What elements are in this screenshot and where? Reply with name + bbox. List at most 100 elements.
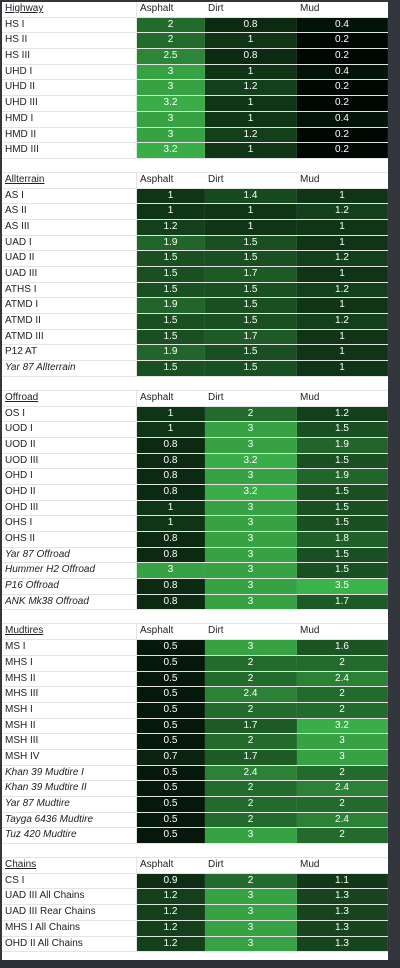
- asphalt-value-cell[interactable]: 1: [137, 204, 205, 219]
- tire-name-cell[interactable]: MHS II: [2, 671, 137, 687]
- tire-name-cell[interactable]: OHD II: [2, 484, 137, 500]
- tire-name-cell[interactable]: ATMD II: [2, 314, 137, 329]
- mud-value-cell[interactable]: 1.2: [297, 282, 388, 298]
- mud-value-cell[interactable]: 1.6: [297, 640, 388, 655]
- tire-name-cell[interactable]: AS III: [2, 219, 137, 235]
- dirt-value-cell[interactable]: 1.7: [205, 749, 297, 765]
- mud-value-cell[interactable]: 3: [297, 749, 388, 765]
- asphalt-value-cell[interactable]: 3: [137, 127, 205, 143]
- mud-value-cell[interactable]: 1.2: [297, 314, 388, 329]
- dirt-value-cell[interactable]: 2: [205, 702, 297, 718]
- mud-value-cell[interactable]: 3: [297, 734, 388, 749]
- mud-value-cell[interactable]: 2: [297, 702, 388, 718]
- tire-name-cell[interactable]: ATHS I: [2, 282, 137, 298]
- tire-name-cell[interactable]: AS II: [2, 204, 137, 219]
- tire-name-cell[interactable]: HS II: [2, 33, 137, 49]
- asphalt-value-cell[interactable]: 1.9: [137, 235, 205, 251]
- tire-name-cell[interactable]: HS I: [2, 17, 137, 33]
- section-title[interactable]: Highway: [2, 2, 137, 17]
- tire-name-cell[interactable]: OS I: [2, 406, 137, 422]
- column-header-mud[interactable]: Mud: [297, 858, 388, 873]
- mud-value-cell[interactable]: 2: [297, 687, 388, 702]
- mud-value-cell[interactable]: 0.2: [297, 96, 388, 111]
- tire-name-cell[interactable]: UAD III: [2, 267, 137, 282]
- column-header-asphalt[interactable]: Asphalt: [137, 858, 205, 873]
- asphalt-value-cell[interactable]: 0.5: [137, 671, 205, 687]
- tire-name-cell[interactable]: UHD III: [2, 96, 137, 111]
- column-header-dirt[interactable]: Dirt: [205, 624, 297, 640]
- mud-value-cell[interactable]: 1.9: [297, 469, 388, 484]
- asphalt-value-cell[interactable]: 0.8: [137, 579, 205, 594]
- tire-name-cell[interactable]: MSH I: [2, 702, 137, 718]
- mud-value-cell[interactable]: 0.4: [297, 111, 388, 127]
- asphalt-value-cell[interactable]: 0.7: [137, 749, 205, 765]
- mud-value-cell[interactable]: 0.2: [297, 49, 388, 64]
- asphalt-value-cell[interactable]: 0.5: [137, 687, 205, 702]
- dirt-value-cell[interactable]: 1.7: [205, 329, 297, 345]
- tire-name-cell[interactable]: ATMD III: [2, 329, 137, 345]
- tire-name-cell[interactable]: MSH IV: [2, 749, 137, 765]
- mud-value-cell[interactable]: 0.4: [297, 17, 388, 33]
- dirt-value-cell[interactable]: 3: [205, 920, 297, 936]
- column-header-asphalt[interactable]: Asphalt: [137, 624, 205, 640]
- dirt-value-cell[interactable]: 3: [205, 563, 297, 579]
- section-title[interactable]: Chains: [2, 858, 137, 873]
- dirt-value-cell[interactable]: 3.2: [205, 484, 297, 500]
- column-header-dirt[interactable]: Dirt: [205, 390, 297, 406]
- asphalt-value-cell[interactable]: 0.5: [137, 781, 205, 796]
- dirt-value-cell[interactable]: 3: [205, 905, 297, 920]
- mud-value-cell[interactable]: 1.7: [297, 594, 388, 610]
- section-title[interactable]: Mudtires: [2, 624, 137, 640]
- asphalt-value-cell[interactable]: 1.5: [137, 314, 205, 329]
- mud-value-cell[interactable]: 2.4: [297, 671, 388, 687]
- asphalt-value-cell[interactable]: 1.5: [137, 361, 205, 376]
- tire-name-cell[interactable]: UOD I: [2, 422, 137, 437]
- asphalt-value-cell[interactable]: 1.2: [137, 920, 205, 936]
- asphalt-value-cell[interactable]: 1: [137, 406, 205, 422]
- mud-value-cell[interactable]: 1: [297, 329, 388, 345]
- asphalt-value-cell[interactable]: 0.8: [137, 484, 205, 500]
- asphalt-value-cell[interactable]: 3: [137, 563, 205, 579]
- tire-name-cell[interactable]: CS I: [2, 873, 137, 889]
- dirt-value-cell[interactable]: 3: [205, 437, 297, 453]
- mud-value-cell[interactable]: 2: [297, 797, 388, 812]
- tire-name-cell[interactable]: MSH III: [2, 734, 137, 749]
- tire-name-cell[interactable]: Yar 87 Allterrain: [2, 361, 137, 376]
- section-title[interactable]: Offroad: [2, 390, 137, 406]
- tire-name-cell[interactable]: Yar 87 Offroad: [2, 547, 137, 563]
- tire-name-cell[interactable]: HS III: [2, 49, 137, 64]
- dirt-value-cell[interactable]: 3: [205, 469, 297, 484]
- asphalt-value-cell[interactable]: 0.9: [137, 873, 205, 889]
- asphalt-value-cell[interactable]: 1: [137, 500, 205, 516]
- tire-name-cell[interactable]: ATMD I: [2, 298, 137, 314]
- asphalt-value-cell[interactable]: 3.2: [137, 143, 205, 158]
- tire-name-cell[interactable]: OHS I: [2, 516, 137, 531]
- dirt-value-cell[interactable]: 1: [205, 64, 297, 80]
- mud-value-cell[interactable]: 1.2: [297, 251, 388, 266]
- column-header-mud[interactable]: Mud: [297, 172, 388, 188]
- dirt-value-cell[interactable]: 3: [205, 547, 297, 563]
- dirt-value-cell[interactable]: 1: [205, 96, 297, 111]
- column-header-dirt[interactable]: Dirt: [205, 858, 297, 873]
- dirt-value-cell[interactable]: 1.5: [205, 282, 297, 298]
- tire-name-cell[interactable]: UHD I: [2, 64, 137, 80]
- tire-name-cell[interactable]: P16 Offroad: [2, 579, 137, 594]
- asphalt-value-cell[interactable]: 3.2: [137, 96, 205, 111]
- dirt-value-cell[interactable]: 2: [205, 812, 297, 828]
- dirt-value-cell[interactable]: 2: [205, 734, 297, 749]
- column-header-mud[interactable]: Mud: [297, 624, 388, 640]
- asphalt-value-cell[interactable]: 0.5: [137, 828, 205, 844]
- dirt-value-cell[interactable]: 1: [205, 204, 297, 219]
- dirt-value-cell[interactable]: 1.5: [205, 251, 297, 266]
- section-title[interactable]: Allterrain: [2, 172, 137, 188]
- mud-value-cell[interactable]: 2: [297, 655, 388, 671]
- tire-name-cell[interactable]: Yar 87 Mudtire: [2, 797, 137, 812]
- asphalt-value-cell[interactable]: 1.5: [137, 329, 205, 345]
- tire-name-cell[interactable]: HMD III: [2, 143, 137, 158]
- dirt-value-cell[interactable]: 3: [205, 936, 297, 952]
- tire-name-cell[interactable]: Khan 39 Mudtire II: [2, 781, 137, 796]
- tire-name-cell[interactable]: ANK Mk38 Offroad: [2, 594, 137, 610]
- asphalt-value-cell[interactable]: 3: [137, 111, 205, 127]
- asphalt-value-cell[interactable]: 0.5: [137, 734, 205, 749]
- mud-value-cell[interactable]: 1.3: [297, 936, 388, 952]
